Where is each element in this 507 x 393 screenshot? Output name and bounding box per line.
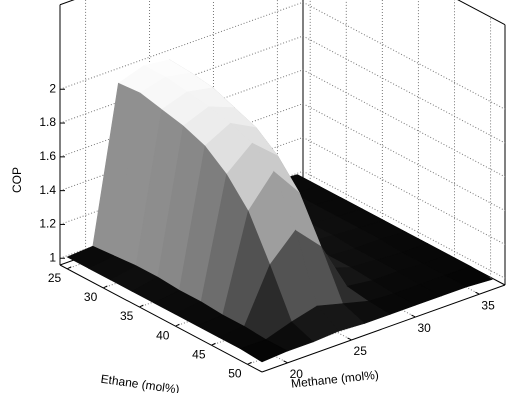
x-tick-label: 30 bbox=[417, 321, 431, 335]
grid-line bbox=[302, 35, 506, 144]
x-tick-label: 25 bbox=[354, 344, 368, 358]
tick-mark bbox=[283, 360, 288, 364]
axis-line bbox=[261, 284, 506, 373]
grid-line bbox=[302, 1, 506, 110]
tick-mark bbox=[247, 361, 252, 365]
z-axis-label: COP bbox=[10, 167, 24, 193]
tick-mark bbox=[475, 291, 480, 295]
tick-mark bbox=[66, 266, 72, 270]
y-tick-label: 35 bbox=[120, 309, 134, 323]
grid-line bbox=[302, 103, 506, 212]
tick-mark bbox=[411, 314, 416, 318]
x-axis-label: Methane (mol%) bbox=[290, 368, 379, 391]
x-tick-label: 35 bbox=[481, 298, 495, 312]
z-tick-label: 2 bbox=[49, 81, 56, 95]
grid-line bbox=[302, 69, 506, 178]
tick-mark bbox=[347, 337, 352, 341]
z-tick-label: 1.2 bbox=[39, 217, 56, 231]
tick-mark bbox=[139, 304, 144, 308]
grid-line bbox=[59, 1, 304, 90]
x-tick-label: 20 bbox=[290, 367, 304, 381]
grid-line bbox=[302, 170, 506, 279]
z-tick-label: 1.4 bbox=[39, 183, 56, 197]
z-tick-label: 1.6 bbox=[39, 149, 56, 163]
tick-mark bbox=[103, 285, 108, 289]
y-tick-label: 25 bbox=[48, 271, 62, 285]
surface-patch bbox=[239, 339, 289, 363]
y-tick-label: 40 bbox=[156, 328, 170, 342]
wall-edge bbox=[59, 0, 75, 6]
y-tick-label: 50 bbox=[228, 367, 242, 381]
z-tick-label: 1 bbox=[49, 250, 56, 264]
y-tick-label: 30 bbox=[84, 290, 98, 304]
z-tick-label: 1.8 bbox=[39, 115, 56, 129]
grid-line bbox=[302, 136, 506, 245]
y-tick-label: 45 bbox=[192, 347, 206, 361]
tick-mark bbox=[175, 323, 180, 327]
tick-mark bbox=[211, 342, 216, 346]
axis-line bbox=[59, 264, 263, 373]
wall-edge bbox=[457, 0, 506, 26]
y-axis-label: Ethane (mol%) bbox=[100, 372, 181, 393]
